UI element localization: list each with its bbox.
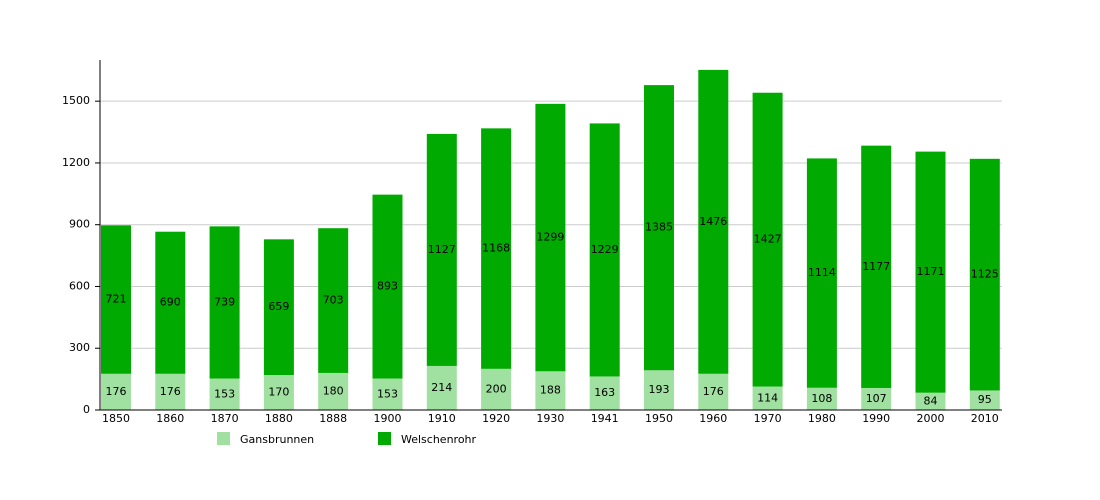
x-tick-label: 1860: [156, 412, 184, 425]
value-label: 163: [594, 386, 615, 399]
y-tick-label: 300: [69, 341, 90, 354]
value-label: 1177: [862, 260, 890, 273]
bar-segment: [155, 231, 186, 374]
x-tick-label: 2000: [917, 412, 945, 425]
y-tick-label: 1200: [62, 156, 90, 169]
bar-segment: [969, 158, 1000, 391]
bar-segment: [263, 239, 294, 375]
value-label: 1385: [645, 221, 673, 234]
x-tick-label: 1970: [754, 412, 782, 425]
value-label: 153: [377, 387, 398, 400]
bar-segment: [318, 228, 349, 373]
x-tick-label: 1920: [482, 412, 510, 425]
x-tick-label: 1980: [808, 412, 836, 425]
value-label: 176: [160, 385, 181, 398]
bar-segment: [101, 225, 131, 374]
value-label: 176: [703, 385, 724, 398]
value-label: 1168: [482, 242, 510, 255]
x-tick-label: 1900: [374, 412, 402, 425]
x-tick-label: 1910: [428, 412, 456, 425]
bar-segment: [589, 123, 620, 377]
value-label: 200: [486, 382, 507, 395]
value-label: 114: [757, 391, 778, 404]
bar-segment: [861, 145, 892, 388]
value-label: 1299: [536, 231, 564, 244]
value-label: 703: [323, 294, 344, 307]
value-label: 1229: [591, 243, 619, 256]
bar-segment: [481, 128, 512, 369]
bar-segment: [263, 375, 294, 410]
bar-segment: [644, 85, 674, 371]
value-label: 176: [106, 385, 127, 398]
bar-segment: [372, 378, 403, 410]
x-tick-label: 2010: [971, 412, 999, 425]
bar-segment: [209, 378, 240, 410]
value-label: 108: [811, 392, 832, 405]
x-tick-label: 1941: [591, 412, 619, 425]
y-tick-label: 900: [69, 218, 90, 231]
value-label: 153: [214, 387, 235, 400]
value-label: 1114: [808, 266, 836, 279]
bar-segment: [318, 372, 349, 410]
bar-segment: [752, 386, 783, 410]
bar-segment: [915, 392, 946, 410]
legend-label: Welschenrohr: [401, 433, 477, 446]
y-tick-label: 1500: [62, 94, 90, 107]
x-tick-label: 1850: [102, 412, 130, 425]
y-tick-label: 600: [69, 279, 90, 292]
x-tick-label: 1930: [536, 412, 564, 425]
bar-segment: [969, 390, 1000, 410]
value-label: 1125: [971, 268, 999, 281]
bar-segment: [426, 365, 457, 410]
legend-swatch: [378, 432, 391, 445]
bar-segment: [372, 194, 403, 379]
value-label: 214: [431, 381, 452, 394]
value-label: 193: [649, 383, 670, 396]
legend-label: Gansbrunnen: [240, 433, 314, 446]
bar-segment: [915, 151, 946, 393]
value-label: 1171: [917, 265, 945, 278]
bar-segment: [481, 368, 512, 410]
value-label: 721: [106, 293, 127, 306]
x-tick-label: 1950: [645, 412, 673, 425]
value-label: 659: [268, 300, 289, 313]
y-tick-label: 0: [83, 403, 90, 416]
bar-segment: [426, 133, 457, 366]
value-label: 739: [214, 295, 235, 308]
bar-segment: [752, 92, 783, 387]
x-tick-label: 1990: [862, 412, 890, 425]
bar-segment: [535, 371, 566, 410]
x-tick-label: 1960: [699, 412, 727, 425]
bar-segment: [806, 158, 837, 388]
bar-segment: [644, 370, 674, 410]
value-label: 690: [160, 296, 181, 309]
legend-swatch: [217, 432, 230, 445]
bar-segment: [698, 69, 729, 374]
x-tick-label: 1888: [319, 412, 347, 425]
bar-segment: [155, 373, 186, 410]
value-label: 170: [268, 386, 289, 399]
bar-segment: [101, 373, 131, 410]
value-label: 180: [323, 384, 344, 397]
x-tick-label: 1880: [265, 412, 293, 425]
bar-segment: [589, 376, 620, 410]
bar-segment: [535, 103, 566, 372]
x-tick-label: 1870: [211, 412, 239, 425]
value-label: 1476: [699, 215, 727, 228]
bar-segment: [806, 387, 837, 410]
value-label: 84: [924, 394, 938, 407]
value-label: 1427: [754, 233, 782, 246]
bar-segment: [209, 226, 240, 379]
bar-segment: [698, 373, 729, 410]
value-label: 95: [978, 393, 992, 406]
value-label: 893: [377, 280, 398, 293]
value-label: 188: [540, 384, 561, 397]
value-label: 1127: [428, 243, 456, 256]
value-label: 107: [866, 392, 887, 405]
bar-segment: [861, 387, 892, 410]
